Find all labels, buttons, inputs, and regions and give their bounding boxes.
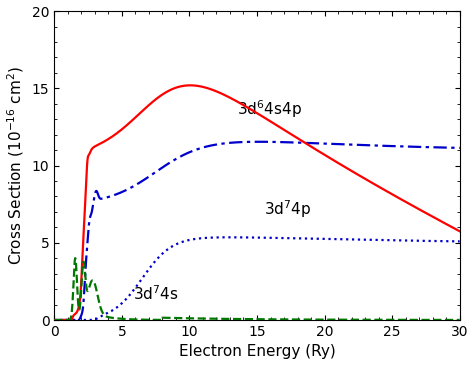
Y-axis label: Cross Section (10$^{-16}$ cm$^2$): Cross Section (10$^{-16}$ cm$^2$) xyxy=(6,66,26,265)
Text: 3d$^7$4s: 3d$^7$4s xyxy=(133,284,178,303)
Text: 3d$^7$4p: 3d$^7$4p xyxy=(264,198,311,220)
X-axis label: Electron Energy (Ry): Electron Energy (Ry) xyxy=(179,345,336,360)
Text: 3d$^6$4s4p: 3d$^6$4s4p xyxy=(237,98,302,120)
